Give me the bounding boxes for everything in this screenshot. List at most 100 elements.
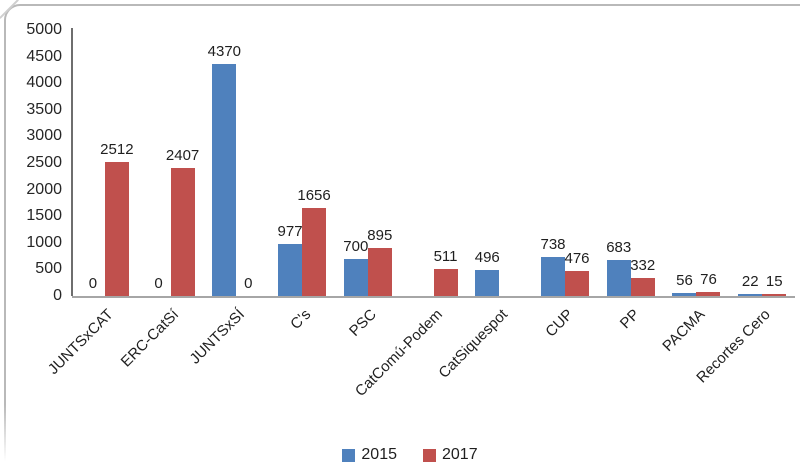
category-group: 511 [401, 30, 467, 296]
legend-label: 2017 [442, 446, 478, 463]
bar-2015 [672, 293, 697, 296]
value-label: 2512 [100, 141, 134, 159]
legend-swatch-icon [342, 448, 356, 462]
bar-slot: 1656 [297, 30, 331, 296]
bar-2017 [170, 167, 195, 296]
bar-2015 [343, 258, 368, 296]
bar-slot: 0 [147, 30, 171, 296]
value-label: 700 [343, 237, 369, 255]
category-label: PP [616, 306, 643, 333]
bar-slot: 895 [367, 30, 393, 296]
bar-slot [499, 30, 523, 296]
y-tick-label: 1000 [26, 233, 62, 251]
legend: 2015 2017 [10, 446, 800, 464]
value-label: 511 [433, 247, 458, 265]
bar-2015 [475, 269, 500, 296]
bar-slot: 332 [630, 30, 655, 296]
bar-2015 [738, 294, 763, 296]
category-group: 977 1656 [269, 30, 335, 296]
bar-slot: 683 [606, 30, 632, 296]
category-label: CatSiquespot [435, 306, 512, 382]
value-label: 76 [700, 270, 717, 288]
category-label: ERC-CatSí [118, 306, 183, 371]
bar-slot: 496 [474, 30, 500, 296]
value-label: 0 [154, 275, 163, 292]
bar-2017 [302, 207, 327, 296]
legend-label: 2015 [361, 446, 397, 463]
bar-slot: 476 [564, 30, 590, 296]
value-label: 738 [540, 235, 566, 253]
bar-slot: 56 [672, 30, 697, 296]
value-label: 895 [367, 227, 393, 245]
y-tick-label: 0 [53, 287, 62, 304]
bar-slot: 4370 [208, 30, 241, 296]
bar-slot: 700 [343, 30, 369, 296]
value-label: 476 [564, 249, 590, 267]
value-label: 683 [606, 238, 632, 256]
category-label: JUNTSxCAT [44, 306, 117, 378]
frame-fade [0, 405, 12, 475]
bar-slot: 0 [236, 30, 260, 296]
category-label: PSC [345, 306, 380, 340]
category-group: 738 476 [532, 30, 598, 296]
y-tick-label: 3000 [26, 127, 62, 145]
category-group: 683 332 [598, 30, 664, 296]
value-label: 4370 [207, 42, 242, 60]
category-label: PACMA [659, 306, 709, 355]
y-tick-label: 4500 [26, 47, 62, 65]
category-label: C's [287, 306, 315, 334]
legend-item-2015: 2015 [342, 446, 397, 464]
bar-slot: 15 [762, 30, 787, 296]
bar-2015 [278, 244, 303, 296]
value-label: 0 [88, 275, 98, 292]
bar-2015 [606, 259, 631, 296]
category-label: CUP [542, 306, 577, 341]
legend-swatch-icon [423, 448, 436, 462]
bar-2017 [696, 291, 721, 296]
category-group: 4370 0 [203, 30, 269, 296]
bar-2015 [212, 63, 237, 296]
category-group: 22 15 [729, 30, 795, 296]
value-label: 0 [244, 275, 253, 292]
bar-slot: 76 [696, 30, 721, 296]
y-tick-label: 2500 [26, 154, 62, 171]
bar-2017 [433, 268, 458, 296]
bar-2017 [104, 162, 129, 296]
bar-2017 [630, 278, 655, 296]
category-group: 496 [466, 30, 532, 296]
legend-item-2017: 2017 [423, 446, 478, 464]
bar-slot [410, 30, 434, 296]
bar-2017 [565, 270, 589, 296]
category-group: 0 2407 [138, 30, 204, 296]
value-label: 1656 [297, 186, 331, 204]
bar-slot: 977 [277, 30, 303, 296]
value-label: 2407 [165, 146, 200, 164]
y-tick-label: 5000 [26, 21, 62, 38]
y-tick-label: 3500 [26, 100, 62, 118]
category-group: 56 76 [664, 30, 730, 296]
category-label: JUNTSxSÍ [186, 306, 249, 368]
bar-slot: 738 [540, 30, 566, 296]
value-label: 56 [676, 272, 693, 290]
category-group: 700 895 [335, 30, 401, 296]
bar-2017 [367, 248, 392, 296]
y-tick-label: 500 [35, 260, 62, 278]
category-group: 0 2512 [72, 30, 138, 296]
bar-slot: 2512 [100, 30, 134, 296]
value-label: 977 [277, 223, 303, 241]
bar-slot: 22 [738, 30, 763, 296]
bar-2015 [541, 256, 565, 296]
plot-area: 0 2512 0 2407 4370 0 977 1656 700 895 511 496 738 476… [72, 30, 795, 298]
value-label: 15 [765, 273, 783, 290]
bar-slot: 2407 [166, 30, 199, 296]
bar-2017 [762, 294, 787, 296]
y-axis-line [71, 28, 73, 296]
frame-corner-notch [0, 0, 19, 19]
y-tick-label: 2000 [26, 180, 62, 198]
y-tick-label: 4000 [26, 74, 62, 92]
value-label: 22 [741, 273, 759, 290]
y-tick-label: 1500 [26, 207, 62, 225]
bar-slot: 0 [81, 30, 105, 296]
value-label: 496 [474, 248, 500, 266]
